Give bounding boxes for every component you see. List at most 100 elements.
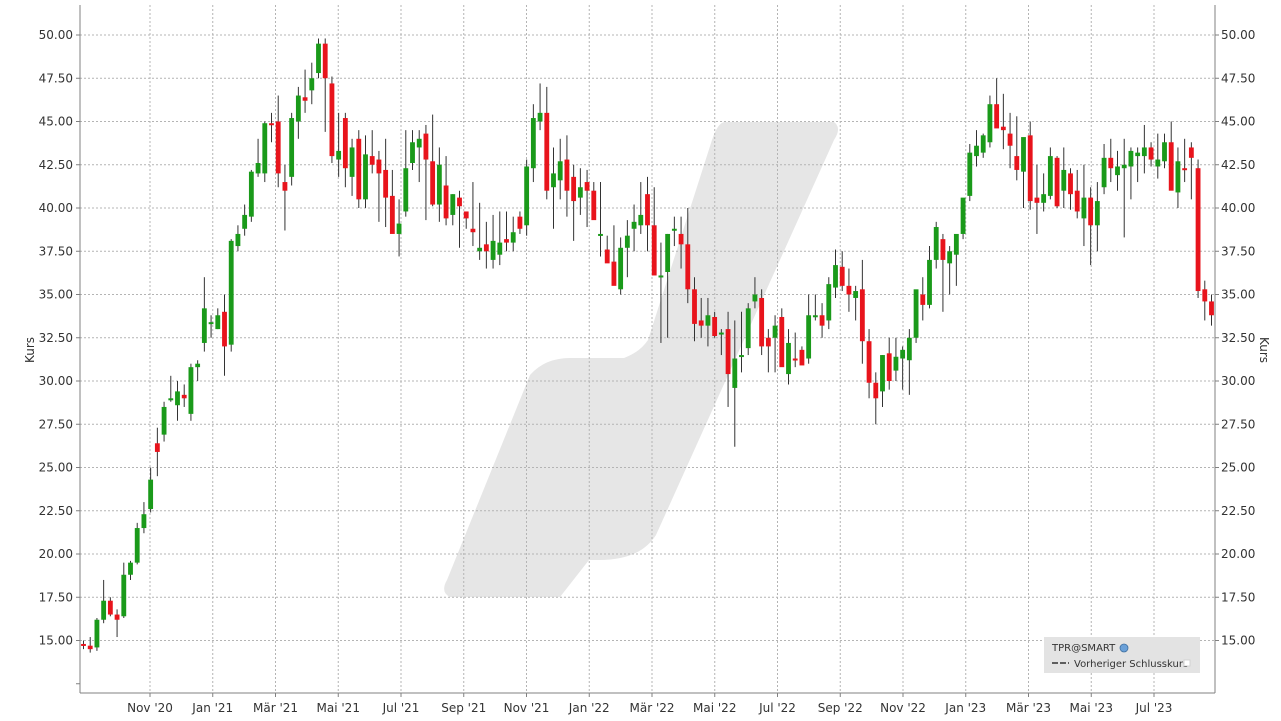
candle (369, 130, 375, 174)
candle (1135, 147, 1141, 183)
candle (363, 135, 368, 208)
candle (1041, 173, 1047, 212)
candle-body (685, 244, 691, 290)
candle-body (577, 187, 583, 198)
candle-body (658, 275, 664, 278)
candle (705, 297, 711, 347)
candle (859, 259, 865, 364)
candle-body (430, 161, 436, 205)
candle (1155, 133, 1161, 179)
candle (645, 176, 650, 252)
y-tick-label-left: 42.50 (39, 158, 73, 172)
candle-body (893, 356, 899, 371)
candle (275, 95, 281, 188)
candle-body (114, 614, 120, 620)
x-tick-label: Jul '23 (1135, 701, 1173, 715)
y-axis-title-left: Kurs (23, 337, 37, 363)
candle-body (1047, 156, 1053, 196)
candle-body (953, 233, 959, 255)
candle-body (504, 239, 509, 243)
candle-body (826, 284, 832, 321)
candle (510, 216, 516, 252)
candle (812, 294, 818, 321)
candle-body (403, 168, 409, 212)
candle (215, 308, 221, 330)
legend-checkbox-icon (1183, 659, 1191, 667)
candle (128, 560, 133, 580)
candle-body (1182, 168, 1188, 171)
candle (302, 69, 308, 113)
y-tick-label-right: 32.50 (1221, 331, 1255, 345)
candle-body (624, 235, 630, 248)
candle (1121, 138, 1127, 238)
y-tick-label-right: 22.50 (1221, 504, 1255, 518)
candle (1168, 121, 1174, 191)
candle-body (772, 325, 778, 338)
candle (342, 112, 348, 188)
candle (839, 251, 845, 292)
candle (1000, 93, 1006, 150)
candle-body (1121, 164, 1127, 169)
candle-body (759, 297, 765, 347)
candle-body (1108, 157, 1114, 169)
candle (725, 311, 731, 407)
candle-body (457, 197, 462, 207)
candle-body (1088, 197, 1094, 226)
candle (1007, 112, 1013, 169)
candle-body (510, 232, 516, 243)
candle (517, 211, 523, 234)
y-tick-label-right: 47.50 (1221, 71, 1255, 85)
candle-body (1014, 156, 1020, 170)
candle-body (242, 214, 248, 229)
candle-body (222, 311, 227, 347)
candle-body (866, 341, 872, 383)
candle (557, 138, 563, 200)
candle (436, 147, 442, 222)
candle-body (101, 600, 107, 620)
legend-line-label: Vorheriger Schlusskurs (1074, 659, 1188, 670)
candle-body (980, 135, 986, 153)
candle-body (1209, 301, 1214, 316)
candle-body (960, 197, 966, 234)
candle (880, 355, 885, 407)
candle-body (322, 43, 328, 79)
candle-body (477, 247, 483, 252)
candle-body (1202, 289, 1208, 302)
candle-body (201, 308, 207, 343)
candle (1101, 143, 1107, 195)
candle (598, 182, 603, 257)
candle (685, 208, 691, 304)
candle-body (1101, 157, 1107, 188)
candle-body (846, 285, 852, 295)
candle (457, 190, 462, 248)
candle-body (1007, 133, 1013, 146)
candle-body (725, 329, 731, 375)
y-tick-label-left: 35.00 (39, 288, 73, 302)
candle-body (618, 247, 624, 290)
candle (537, 83, 543, 131)
candle-body (1000, 126, 1006, 131)
candle (940, 233, 946, 312)
candle (161, 401, 167, 442)
candle-body (416, 138, 422, 148)
candle (188, 363, 194, 421)
candle (497, 211, 503, 266)
candle-body (920, 294, 926, 305)
candle-body (692, 289, 697, 324)
x-tick-label: Jan '21 (191, 701, 233, 715)
candle-body (806, 315, 812, 359)
candle-body (517, 216, 523, 229)
candle-body (295, 95, 301, 122)
candle (913, 289, 919, 343)
candle (772, 315, 778, 373)
candle (295, 86, 301, 139)
candle (1128, 147, 1134, 200)
candle-body (248, 171, 254, 217)
candle-body (154, 443, 160, 452)
candle-body (765, 337, 771, 347)
y-tick-label-left: 30.00 (39, 374, 73, 388)
x-tick-label: Nov '22 (880, 701, 926, 715)
candle-body (410, 142, 415, 164)
candle (638, 182, 644, 234)
candle (141, 502, 147, 534)
